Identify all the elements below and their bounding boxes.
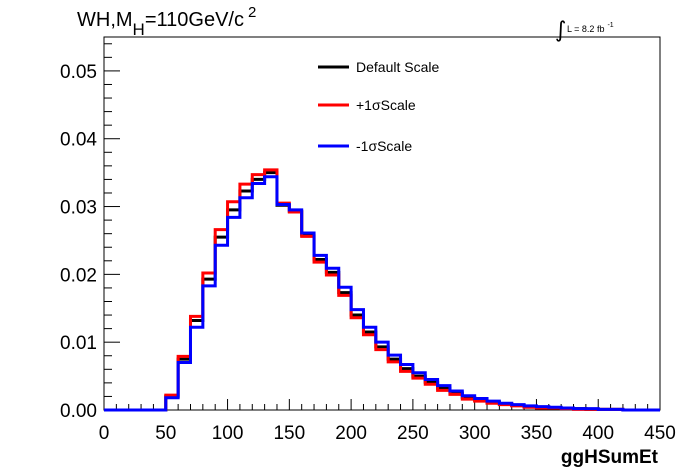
y-tick-label: 0.04 bbox=[60, 130, 97, 151]
x-tick-label: 50 bbox=[155, 423, 176, 444]
x-tick-labels: 0 50 100 150 200 250 300 350 400 450 bbox=[99, 423, 676, 444]
x-axis-label: ggHSumEt bbox=[561, 447, 659, 468]
y-tick-label: 0.02 bbox=[60, 265, 97, 286]
y-tick-label: 0.05 bbox=[60, 62, 97, 83]
y-tick-label: 0.01 bbox=[60, 333, 97, 354]
x-tick-label: 400 bbox=[582, 423, 614, 444]
x-tick-label: 300 bbox=[459, 423, 491, 444]
x-tick-label: 200 bbox=[335, 423, 367, 444]
y-tick-label: 0.03 bbox=[60, 198, 97, 219]
series-line-1 bbox=[104, 171, 660, 412]
legend-label: -1σScale bbox=[356, 138, 412, 154]
legend-label: Default Scale bbox=[356, 59, 439, 75]
y-tick-labels: 0.00 0.01 0.02 0.03 0.04 0.05 bbox=[60, 62, 97, 422]
lumi-text: L = 8.2 fb bbox=[567, 24, 604, 34]
x-tick-label: 150 bbox=[273, 423, 305, 444]
legend-label: +1σScale bbox=[356, 97, 416, 113]
lumi-exponent: -1 bbox=[607, 22, 613, 29]
x-tick-label: 0 bbox=[99, 423, 110, 444]
x-tick-label: 250 bbox=[397, 423, 429, 444]
legend: Default Scale +1σScale -1σScale bbox=[318, 59, 439, 154]
title-main: WH,M bbox=[77, 9, 133, 31]
series-layer bbox=[104, 168, 660, 412]
lumi-integral: ∫ bbox=[555, 18, 566, 43]
series-line-3 bbox=[104, 175, 660, 412]
title-rest: =110GeV/c bbox=[145, 9, 244, 31]
lumi-annotation: L = 8.2 fb -1 bbox=[567, 22, 614, 34]
series-line-2 bbox=[104, 168, 660, 412]
x-tick-label: 350 bbox=[521, 423, 553, 444]
title-subscript: H bbox=[133, 20, 145, 39]
chart-title: WH,MH=110GeV/c 2 bbox=[77, 4, 256, 39]
y-tick-label: 0.00 bbox=[60, 401, 97, 422]
x-tick-label: 450 bbox=[644, 423, 676, 444]
title-superscript: 2 bbox=[248, 4, 256, 21]
x-tick-label: 100 bbox=[212, 423, 244, 444]
plot-frame bbox=[103, 36, 661, 411]
